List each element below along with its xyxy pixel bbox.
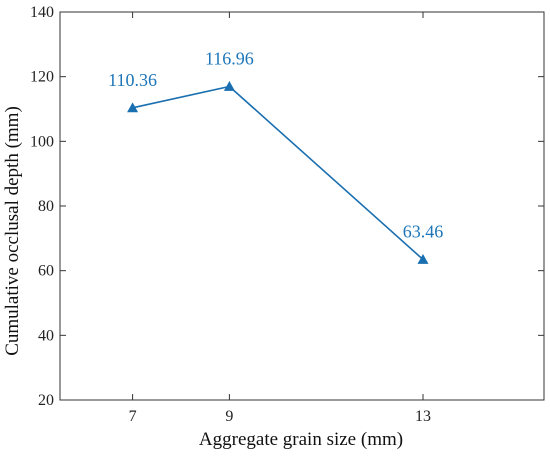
y-tick-label: 80 — [38, 198, 54, 215]
y-tick-label: 140 — [30, 4, 54, 21]
series-line — [132, 85, 424, 261]
y-tick-label: 40 — [38, 327, 54, 344]
y-tick-label: 100 — [30, 133, 54, 150]
data-label: 63.46 — [403, 221, 444, 241]
data-point-marker — [127, 102, 139, 113]
data-point-marker — [223, 80, 235, 91]
y-axis-ticks: 20 40 60 80 100 120 140 — [30, 4, 544, 409]
x-tick-label: 7 — [129, 408, 137, 425]
data-point-marker — [417, 253, 429, 264]
data-label: 110.36 — [108, 70, 157, 90]
x-tick-label: 13 — [415, 408, 431, 425]
data-label: 116.96 — [205, 48, 254, 68]
y-tick-label: 120 — [30, 69, 54, 86]
y-tick-label: 60 — [38, 263, 54, 280]
x-axis-title: Aggregate grain size (mm) — [199, 429, 403, 450]
x-axis-ticks: 7 9 13 — [129, 12, 431, 425]
x-tick-label: 9 — [225, 408, 233, 425]
y-tick-label: 20 — [38, 392, 54, 409]
series-layer: 110.36 116.96 63.46 — [108, 48, 444, 264]
y-axis-title: Cumulative occlusal depth (mm) — [2, 106, 23, 356]
